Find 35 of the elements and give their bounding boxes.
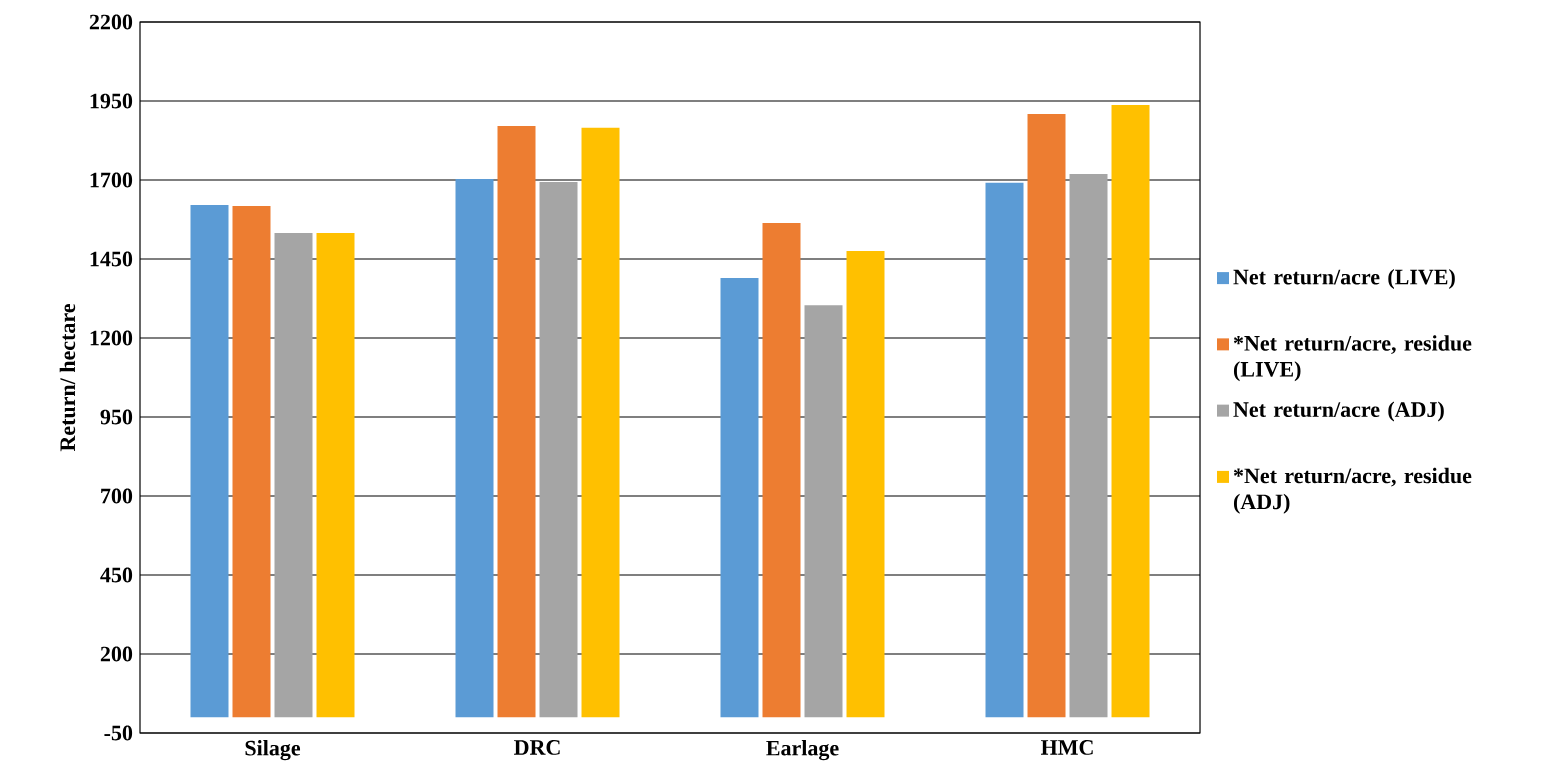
bar xyxy=(762,222,801,718)
y-tick-label: 1200 xyxy=(90,330,133,346)
y-tick-label: 700 xyxy=(101,488,133,504)
y-tick-label: 450 xyxy=(100,567,133,583)
bar xyxy=(274,233,313,718)
bar xyxy=(1069,173,1108,718)
y-tick-label: 1700 xyxy=(90,172,133,188)
bar xyxy=(804,305,843,718)
bar xyxy=(581,127,620,718)
y-tick-label: 1950 xyxy=(90,93,133,109)
legend-label: *Net return/acre, residue (LIVE) xyxy=(1233,335,1472,382)
legend-label: Net return/acre (ADJ) xyxy=(1233,401,1444,422)
x-tick-label: Silage xyxy=(245,740,301,761)
bar xyxy=(720,277,759,718)
bar xyxy=(1111,105,1150,718)
legend-label: *Net return/acre, residue (ADJ) xyxy=(1233,467,1472,514)
bar xyxy=(190,204,229,718)
x-tick-label: HMC xyxy=(1041,740,1093,755)
bar xyxy=(455,179,494,718)
bar xyxy=(846,251,885,718)
y-tick-label: 2200 xyxy=(89,14,133,30)
legend-label: Net return/acre (LIVE) xyxy=(1233,268,1455,289)
bar xyxy=(316,233,355,718)
y-axis-title: Return/ hectare xyxy=(59,304,76,452)
y-tick-label: -50 xyxy=(104,725,133,741)
y-tick-label: 1450 xyxy=(90,251,133,267)
bar xyxy=(232,205,271,718)
y-tick-label: 200 xyxy=(100,646,133,662)
y-tick-label: 950 xyxy=(100,409,133,425)
bar xyxy=(539,181,578,718)
bar xyxy=(1027,113,1066,718)
x-tick-label: DRC xyxy=(514,740,560,755)
bar xyxy=(985,182,1024,718)
bar xyxy=(497,125,536,718)
x-tick-label: Earlage xyxy=(766,740,839,761)
